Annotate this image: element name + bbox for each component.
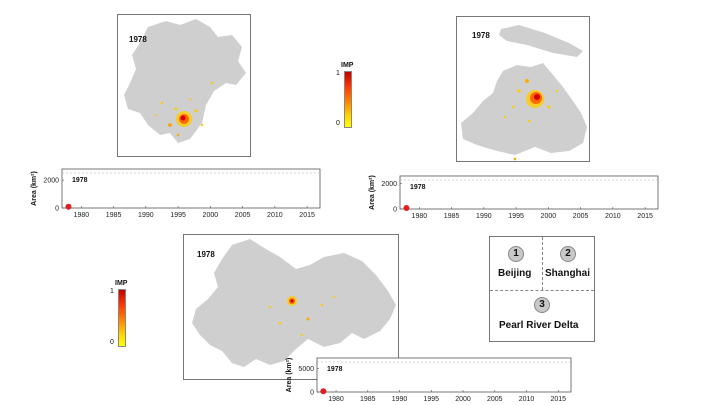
x-tick-label: 2000 xyxy=(541,213,557,220)
x-tick-label: 2010 xyxy=(519,396,535,403)
y-tick-label: 0 xyxy=(310,390,314,397)
prd-urban-hotspots xyxy=(268,296,335,337)
beijing-map xyxy=(124,19,246,143)
beijing-area-chart: 1980 1985 1990 1995 2000 2005 2010 2015 0 2000 Are… xyxy=(31,168,321,219)
y-axis-label: Area (km²) xyxy=(369,175,376,210)
x-tick-label: 1985 xyxy=(360,396,376,403)
x-tick-label: 1985 xyxy=(106,212,122,219)
x-tick-label: 2015 xyxy=(299,212,315,219)
shanghai-map-panel: 1978 xyxy=(456,16,590,162)
x-tick-label: 2005 xyxy=(573,213,589,220)
y-axis-label: Area (km²) xyxy=(31,171,38,206)
beijing-urban-hotspots xyxy=(155,81,214,137)
x-tick-label: 1990 xyxy=(138,212,154,219)
shanghai-area-chart: 1980 1985 1990 1995 2000 2005 2010 2015 0 2000 Are… xyxy=(369,175,659,220)
y-axis-label: Area (km²) xyxy=(286,358,293,393)
key-label-beijing: Beijing xyxy=(498,268,532,279)
y-tick-label: 0 xyxy=(55,206,59,213)
x-tick-label: 2005 xyxy=(487,396,503,403)
x-tick-label: 1980 xyxy=(412,213,428,220)
shanghai-year-label: 1978 xyxy=(472,31,490,40)
x-tick-label: 2000 xyxy=(203,212,219,219)
region-key: 1 Beijing 2 Shanghai 3 Pearl River Delta xyxy=(489,236,595,342)
y-tick-label: 2000 xyxy=(381,181,397,188)
plot-frame xyxy=(399,175,659,210)
colorbar-min-tick: 0 xyxy=(110,339,114,346)
x-tick-label: 2005 xyxy=(235,212,251,219)
colorbar-title: IMP xyxy=(115,280,128,287)
key-label-prd: Pearl River Delta xyxy=(499,320,579,331)
prd-area-chart: 1980 1985 1990 1995 2000 2005 2010 2015 0 5000 Are… xyxy=(286,357,572,403)
chart-year-title: 1978 xyxy=(72,177,88,184)
x-tick-label: 2015 xyxy=(551,396,567,403)
data-point xyxy=(403,204,410,211)
key-divider-horizontal xyxy=(490,290,594,291)
x-tick-label: 2010 xyxy=(267,212,283,219)
beijing-colorbar: IMP 1 0 xyxy=(336,60,360,130)
colorbar-gradient xyxy=(118,289,126,347)
x-tick-label: 1995 xyxy=(170,212,186,219)
beijing-year-label: 1978 xyxy=(129,35,147,44)
y-tick-label: 0 xyxy=(393,207,397,214)
prd-map xyxy=(192,239,396,367)
shanghai-urban-hotspots xyxy=(503,79,559,161)
colorbar-title: IMP xyxy=(341,62,354,69)
prd-map-panel: 1978 xyxy=(183,234,399,380)
x-tick-label: 1980 xyxy=(328,396,344,403)
key-number-prd: 3 xyxy=(534,297,550,313)
x-tick-label: 1995 xyxy=(424,396,440,403)
x-tick-label: 2000 xyxy=(455,396,471,403)
y-tick-label: 2000 xyxy=(43,178,59,185)
colorbar-min-tick: 0 xyxy=(336,120,340,127)
shanghai-map xyxy=(461,25,587,161)
x-tick-label: 2010 xyxy=(605,213,621,220)
beijing-map-panel: 1978 xyxy=(117,14,251,157)
prd-colorbar: IMP 1 0 xyxy=(110,280,134,350)
x-tick-label: 1980 xyxy=(74,212,90,219)
plot-frame xyxy=(316,357,572,393)
x-tick-label: 1995 xyxy=(508,213,524,220)
x-tick-label: 1990 xyxy=(476,213,492,220)
key-number-shanghai: 2 xyxy=(560,246,576,262)
chart-year-title: 1978 xyxy=(327,366,343,373)
colorbar-max-tick: 1 xyxy=(110,288,114,295)
x-tick-label: 1990 xyxy=(392,396,408,403)
key-divider-vertical xyxy=(542,237,543,290)
colorbar-gradient xyxy=(344,71,352,128)
data-point xyxy=(65,203,72,210)
shanghai-island xyxy=(499,25,583,57)
plot-frame xyxy=(61,168,321,209)
data-point xyxy=(320,388,327,395)
prd-year-label: 1978 xyxy=(197,250,215,259)
shanghai-land xyxy=(461,63,587,155)
x-tick-label: 1985 xyxy=(444,213,460,220)
beijing-land xyxy=(124,19,246,143)
chart-year-title: 1978 xyxy=(410,184,426,191)
y-tick-label: 5000 xyxy=(298,366,314,373)
colorbar-max-tick: 1 xyxy=(336,70,340,77)
key-label-shanghai: Shanghai xyxy=(545,268,591,279)
x-tick-label: 2015 xyxy=(637,213,653,220)
key-number-beijing: 1 xyxy=(508,246,524,262)
